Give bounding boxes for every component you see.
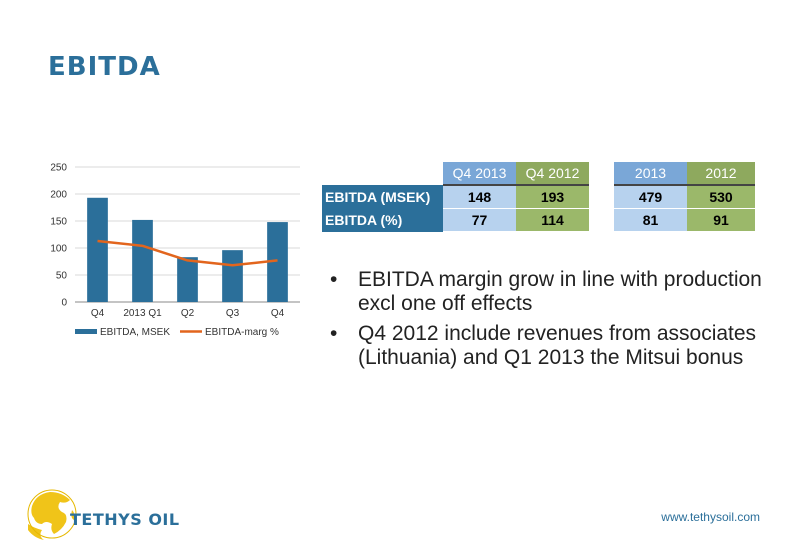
y-tick-label: 50 xyxy=(56,271,68,282)
legend-label-line: EBITDA-marg % xyxy=(205,327,279,338)
cell-pct-2012: 91 xyxy=(687,208,755,232)
y-tick-label: 150 xyxy=(50,217,67,228)
ebitda-table: Q4 2013 Q4 2012 2013 2012 EBITDA (MSEK) … xyxy=(322,162,755,232)
margin-line xyxy=(97,239,278,267)
ebitda-chart: 0 50 100 150 200 250 Q4 2013 Q1 Q2 Q3 Q4 EBITDA, MS… xyxy=(50,163,300,338)
bar xyxy=(267,222,288,302)
table-header-2013: 2013 xyxy=(614,162,687,185)
cell-pct-q4-2013: 77 xyxy=(443,208,516,232)
bar xyxy=(87,197,108,302)
x-tick-label: 2013 Q1 xyxy=(123,308,162,319)
cell-msek-q4-2012: 193 xyxy=(516,184,589,209)
bar xyxy=(222,250,243,302)
cell-pct-2013: 81 xyxy=(614,208,687,232)
y-tick-label: 250 xyxy=(50,163,67,174)
list-item: • EBITDA margin grow in line with product… xyxy=(330,268,770,316)
bullet-list: • EBITDA margin grow in line with product… xyxy=(330,268,770,376)
list-item: • Q4 2012 include revenues from associate… xyxy=(330,322,770,370)
table-corner xyxy=(322,162,443,185)
row-label-msek: EBITDA (MSEK) xyxy=(322,185,443,209)
logo-wordmark: TETHYS OIL xyxy=(70,510,180,529)
row-label-percent: EBITDA (%) xyxy=(322,208,443,232)
table-header-row: Q4 2013 Q4 2012 2013 2012 xyxy=(322,162,755,185)
legend-label-bars: EBITDA, MSEK xyxy=(100,327,170,338)
cell-msek-2012: 530 xyxy=(687,184,755,209)
legend-swatch-bars xyxy=(75,329,97,334)
table-header-q4-2013: Q4 2013 xyxy=(443,162,516,185)
bar xyxy=(177,257,198,302)
tethys-oil-logo xyxy=(27,489,77,540)
table-gap xyxy=(589,209,614,232)
bullet-dot: • xyxy=(330,268,338,291)
bullet-text: EBITDA margin grow in line with producti… xyxy=(358,268,762,315)
cell-msek-q4-2013: 148 xyxy=(443,184,516,209)
footer-url-link[interactable]: www.tethysoil.com xyxy=(661,510,760,524)
slide-title: EBITDA xyxy=(48,52,161,82)
bar xyxy=(132,219,153,302)
bullet-text: Q4 2012 include revenues from associates… xyxy=(358,322,757,369)
cell-pct-q4-2012: 114 xyxy=(516,208,589,232)
y-tick-label: 200 xyxy=(50,190,67,201)
x-tick-label: Q4 xyxy=(91,308,105,319)
y-tick-label: 100 xyxy=(50,244,67,255)
table-row: EBITDA (%) 77 114 81 91 xyxy=(322,208,755,232)
cell-msek-2013: 479 xyxy=(614,184,687,209)
table-gap xyxy=(589,185,614,209)
bullet-dot: • xyxy=(330,322,338,345)
x-tick-label: Q3 xyxy=(226,308,240,319)
table-header-q4-2012: Q4 2012 xyxy=(516,162,589,185)
table-header-2012: 2012 xyxy=(687,162,755,185)
y-tick-label: 0 xyxy=(61,298,67,309)
table-gap xyxy=(589,162,614,185)
x-tick-label: Q4 xyxy=(271,308,285,319)
table-row: EBITDA (MSEK) 148 193 479 530 xyxy=(322,184,755,209)
x-tick-label: Q2 xyxy=(181,308,195,319)
